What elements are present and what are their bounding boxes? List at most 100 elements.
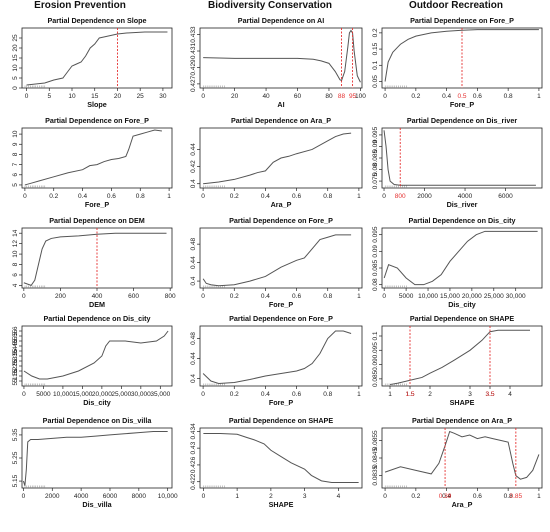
x-tick-label: 0.8 [323,293,332,300]
y-tick-label: 0.095 [372,342,379,359]
y-tick-label: 5.6 [12,326,19,335]
x-axis-label: Ara_P [271,200,292,209]
x-tick-label: 0.2 [230,293,239,300]
x-tick-label: 0.4 [261,193,270,200]
x-tick-label: 100 [355,93,366,100]
y-tick-label: 0.4 [190,374,197,383]
chart-title: Partial Dependence on Ara_P [412,416,512,425]
x-axis-label: DEM [89,300,105,309]
x-tick-label: 1 [537,93,541,100]
y-tick-label: 0.09 [372,245,379,258]
x-tick-label: 6000 [498,193,513,200]
y-tick-label: 4 [12,283,19,287]
chart-panel: Partial Dependence on Dis_river 0 2000 4000… [372,116,543,209]
series-line [384,29,539,82]
x-tick-label: 0.4 [261,391,270,398]
x-tick-label: 5000 [36,391,51,398]
y-tick-label: 14 [12,229,19,237]
plot-frame [21,27,173,89]
chart-title: Partial Dependence on AI [238,16,324,25]
y-tick-label: 0.44 [190,352,197,365]
x-axis-label: Dis_city [83,398,111,407]
x-tick-label: 5000 [399,293,414,300]
y-tick-label: 0.422 [190,473,197,490]
y-tick-label: 5.3 [12,356,19,365]
x-tick-label: 0.4 [78,193,87,200]
x-tick-label: 0 [382,193,386,200]
x-tick-label: 2000 [417,193,432,200]
x-tick-label: 3.5 [485,391,494,398]
x-axis-label: Fore_P [85,200,110,209]
x-tick-label: 200 [55,293,66,300]
threshold-label: 95 [349,93,357,100]
series-line [23,330,169,380]
x-tick-label: 20,000 [462,293,482,300]
x-axis-label: SHAPE [450,398,475,407]
y-tick-label: 0.075 [372,173,379,190]
y-tick-label: 0.09 [372,358,379,371]
x-tick-label: 40 [262,93,270,100]
y-tick-label: 0.085 [372,370,379,387]
y-tick-label: 5.35 [12,428,19,441]
x-tick-label: 8000 [132,493,147,500]
chart-panel: Partial Dependence on DEM 0 200 400 600 800 4 6… [12,216,176,309]
chart-panel: Partial Dependence on Ara_P 0 0.2 0.4 0.6 0.8… [372,416,543,509]
series-line [203,432,359,484]
y-tick-label: 0.433 [190,26,197,43]
x-tick-label: 60 [294,93,302,100]
y-tick-label: 5.5 [12,336,19,345]
chart-title: Partial Dependence on Slope [47,16,146,25]
x-tick-label: 0.8 [504,93,513,100]
chart-panel: Partial Dependence on Dis_city 0 5000 10,00… [12,314,173,407]
x-tick-label: 0.6 [107,193,116,200]
x-tick-label: 80 [325,93,333,100]
x-tick-label: 10,000 [418,293,438,300]
x-tick-label: 0.6 [473,93,482,100]
column-header-erosion: Erosion Prevention [34,0,126,11]
y-tick-label: 0.48 [190,237,197,250]
series-line [203,132,352,185]
x-tick-label: 20 [231,93,239,100]
y-tick-label: 15 [12,54,19,62]
x-tick-label: 0.2 [230,391,239,398]
chart-title: Partial Dependence on Dis_villa [43,416,153,425]
plot-frame [21,127,173,189]
x-tick-label: 20,000 [92,391,112,398]
series-line [22,430,168,486]
x-tick-label: 1 [357,193,361,200]
x-tick-label: 1 [167,193,171,200]
y-tick-label: 0.0855 [372,430,379,450]
x-tick-label: 2 [269,493,273,500]
y-tick-label: 10 [12,130,19,138]
y-tick-label: 5 [12,183,19,187]
plot-frame [21,427,173,489]
y-tick-label: 0.4 [190,276,197,285]
x-tick-label: 0.4 [261,293,270,300]
x-tick-label: 25,000 [111,391,131,398]
y-tick-label: 5.15 [12,474,19,487]
y-tick-label: 0.08 [372,278,379,291]
x-tick-label: 0 [22,391,26,398]
x-tick-label: 0.8 [136,193,145,200]
y-tick-label: 0.095 [372,126,379,143]
series-line [23,232,167,286]
chart-title: Partial Dependence on DEM [49,216,144,225]
x-tick-label: 0 [22,493,26,500]
plot-frame [199,127,363,189]
x-tick-label: 0.6 [292,391,301,398]
y-tick-label: 0.43 [190,441,197,454]
y-tick-label: 0.4 [190,179,197,188]
x-axis-label: Fore_P [450,100,475,109]
chart-panel: Partial Dependence on AI 0 20 40 60 80 100 0.42… [190,16,366,109]
x-tick-label: 0 [25,93,29,100]
chart-panel: Partial Dependence on SHAPE 1 1.5 2 3 3.5 4 0.0… [372,314,543,407]
x-tick-label: 1 [388,391,392,398]
x-tick-label: 0.6 [473,493,482,500]
threshold-label: 3.5 [485,391,494,398]
x-tick-label: 0 [23,193,27,200]
x-tick-label: 10 [68,93,76,100]
x-tick-label: 25 [137,93,145,100]
x-tick-label: 0 [201,193,205,200]
x-tick-label: 0.6 [292,293,301,300]
